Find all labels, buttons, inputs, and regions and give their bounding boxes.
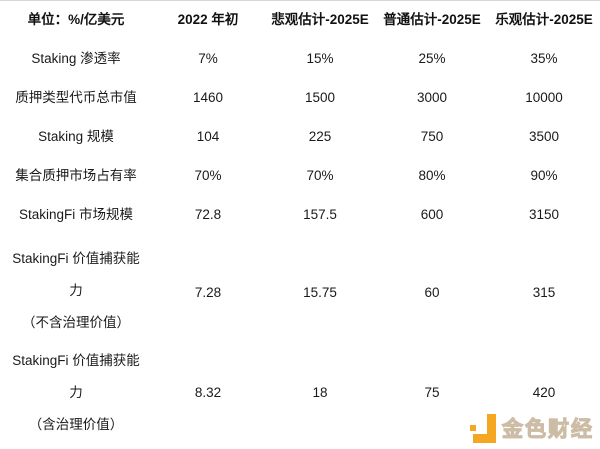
value-cell: 7% [198,51,218,67]
value-cell: 90% [530,168,558,184]
row-label: StakingFi 价值捕获能 力 （含治理价值） [0,337,152,444]
value-cell: 15.75 [303,284,337,300]
value-cell: 1500 [304,90,336,106]
column-header-pessimistic: 悲观估计-2025E [271,12,369,28]
header-row: 单位：%/亿美元 2022 年初 悲观估计-2025E 普通估计-2025E 乐… [0,1,600,40]
table-row: StakingFi 价值捕获能 力 （含治理价值） 8.32 18 75 420 [0,337,600,444]
value-cell: 75 [424,385,440,401]
value-cell: 10000 [525,90,563,106]
table-row: StakingFi 价值捕获能 力 （不含治理价值） 7.28 15.75 60… [0,235,600,337]
value-cell: 70% [194,168,222,184]
value-cell: 25% [418,51,446,67]
column-header-optimistic: 乐观估计-2025E [495,12,593,28]
row-label: StakingFi 价值捕获能 力 （不含治理价值） [0,235,152,339]
value-cell: 225 [308,129,332,145]
value-cell: 420 [532,385,556,401]
value-cell: 8.32 [194,385,222,401]
value-cell: 35% [530,51,558,67]
row-label-line: StakingFi 价值捕获能 [12,251,140,266]
value-cell: 600 [420,207,444,223]
value-cell: 750 [420,129,444,145]
table-row: StakingFi 市场规模 72.8 157.5 600 3150 [0,196,600,235]
value-cell: 60 [424,284,440,300]
row-label-line: StakingFi 价值捕获能 [12,353,140,368]
row-label-line: （含治理价值） [28,417,124,432]
value-cell: 157.5 [303,207,337,223]
column-header-unit: 单位：%/亿美元 [27,12,125,28]
value-cell: 104 [196,129,220,145]
row-label-line: 力 [69,385,83,400]
row-label: StakingFi 市场规模 [18,207,134,223]
value-cell: 18 [312,385,328,401]
value-cell: 7.28 [194,284,222,300]
value-cell: 315 [532,284,556,300]
value-cell: 80% [418,168,446,184]
table-row: 集合质押市场占有率 70% 70% 80% 90% [0,157,600,196]
value-cell: 70% [306,168,334,184]
column-header-normal: 普通估计-2025E [383,12,481,28]
value-cell: 72.8 [194,207,222,223]
table-row: Staking 规模 104 225 750 3500 [0,118,600,157]
column-header-2022: 2022 年初 [177,12,239,28]
row-label: Staking 渗透率 [31,51,121,67]
value-cell: 3000 [416,90,448,106]
table-row: Staking 渗透率 7% 15% 25% 35% [0,40,600,79]
value-cell: 3150 [528,207,560,223]
value-cell: 3500 [528,129,560,145]
row-label: 质押类型代币总市值 [15,90,137,106]
row-label-line: （不含治理价值） [22,315,130,330]
row-label: Staking 规模 [38,129,114,145]
value-cell: 1460 [192,90,224,106]
value-cell: 15% [306,51,334,67]
table-row: 质押类型代币总市值 1460 1500 3000 10000 [0,79,600,118]
row-label: 集合质押市场占有率 [15,168,137,184]
row-label-line: 力 [69,283,83,298]
